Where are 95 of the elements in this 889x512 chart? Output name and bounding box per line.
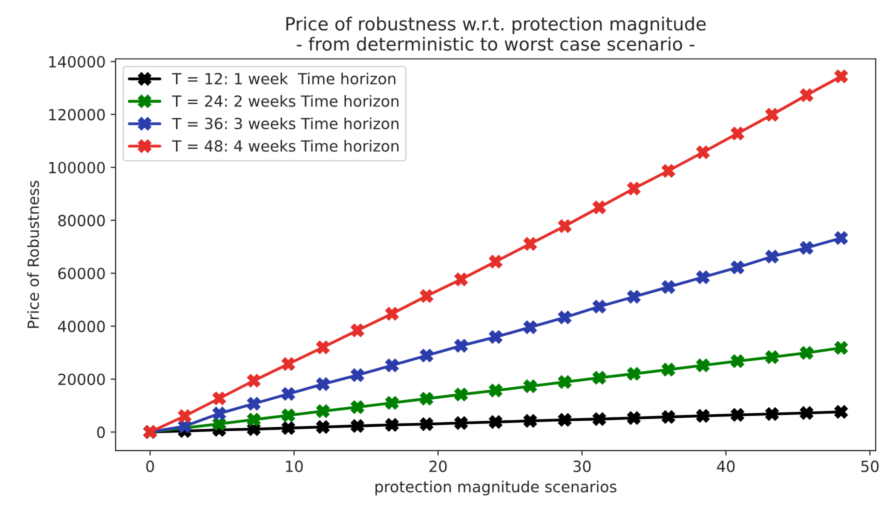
point (765, 108, 779, 122)
x-tick-label: 0 (146, 460, 154, 472)
point (488, 254, 502, 268)
point (834, 70, 848, 84)
point (247, 396, 261, 410)
point (558, 310, 572, 324)
point (420, 289, 434, 303)
point (523, 237, 537, 251)
point (420, 417, 434, 431)
point (350, 419, 364, 433)
point (247, 374, 261, 388)
point (627, 367, 641, 381)
point (696, 270, 710, 284)
point (800, 241, 814, 255)
point (834, 341, 848, 355)
point (765, 350, 779, 364)
point (420, 348, 434, 362)
point (800, 406, 814, 420)
point (730, 126, 744, 140)
legend-label: T = 12: 1 week Time horizon (172, 72, 396, 84)
y-tick-label: 100000 (49, 162, 105, 174)
point (350, 324, 364, 338)
point (662, 280, 676, 294)
point (662, 362, 676, 376)
point (558, 413, 572, 427)
x-tick-label: 10 (286, 460, 303, 472)
x-tick-label: 40 (716, 460, 735, 472)
point (592, 371, 606, 385)
point (627, 290, 641, 304)
y-tick-label: 120000 (49, 108, 105, 120)
y-tick-label: 140000 (49, 56, 105, 68)
y-tick-label: 40000 (58, 320, 105, 332)
point (385, 306, 399, 321)
point (385, 418, 399, 432)
point (350, 400, 364, 414)
y-tick-label: 0 (97, 426, 105, 438)
point (282, 357, 296, 371)
point (385, 358, 399, 372)
point (454, 388, 468, 402)
point (730, 260, 744, 274)
x-tick-label: 30 (573, 460, 591, 472)
point (488, 384, 502, 398)
point (592, 300, 606, 314)
point (662, 410, 676, 424)
point (316, 340, 330, 354)
point (696, 146, 710, 160)
point (730, 354, 744, 368)
point (420, 392, 434, 406)
point (627, 182, 641, 196)
point (558, 375, 572, 389)
y-axis-title: Price of Robustness (27, 180, 40, 328)
point (696, 358, 710, 372)
point (282, 408, 296, 422)
point (454, 338, 468, 353)
point (627, 411, 641, 425)
point (350, 368, 364, 382)
point (765, 407, 779, 421)
point (523, 414, 537, 428)
chart-title: Price of robustness w.r.t. protection magnitude - from deterministic to worst case scenario - (286, 16, 706, 51)
point (696, 409, 710, 423)
point (592, 200, 606, 214)
legend-label: T = 24: 2 weeks Time horizon (172, 95, 398, 107)
point (662, 164, 676, 178)
point (454, 416, 468, 430)
y-tick-label: 20000 (58, 374, 105, 386)
point (523, 379, 537, 394)
point (316, 420, 330, 434)
point (800, 346, 814, 360)
x-tick-label: 20 (429, 460, 447, 472)
point (592, 412, 606, 426)
point (800, 88, 814, 102)
x-tick-label: 50 (861, 460, 879, 472)
point (488, 330, 502, 344)
point (558, 219, 572, 233)
legend-label: T = 48: 4 weeks Time horizon (172, 140, 398, 152)
point (212, 392, 226, 406)
point (212, 406, 226, 420)
point (316, 377, 330, 391)
legend-label: T = 36: 3 weeks Time horizon (172, 117, 398, 130)
point (834, 405, 848, 419)
y-tick-label: 80000 (58, 214, 105, 226)
point (730, 408, 744, 422)
point (454, 272, 468, 286)
point (834, 231, 848, 245)
x-axis-title: protection magnitude scenarios (375, 480, 616, 496)
point (316, 404, 330, 418)
point (488, 415, 502, 429)
point (385, 396, 399, 410)
point (282, 421, 296, 435)
point (765, 250, 779, 264)
point (282, 387, 296, 401)
point (247, 412, 261, 426)
point (178, 409, 192, 423)
y-tick-label: 60000 (58, 268, 105, 280)
point (523, 320, 537, 334)
